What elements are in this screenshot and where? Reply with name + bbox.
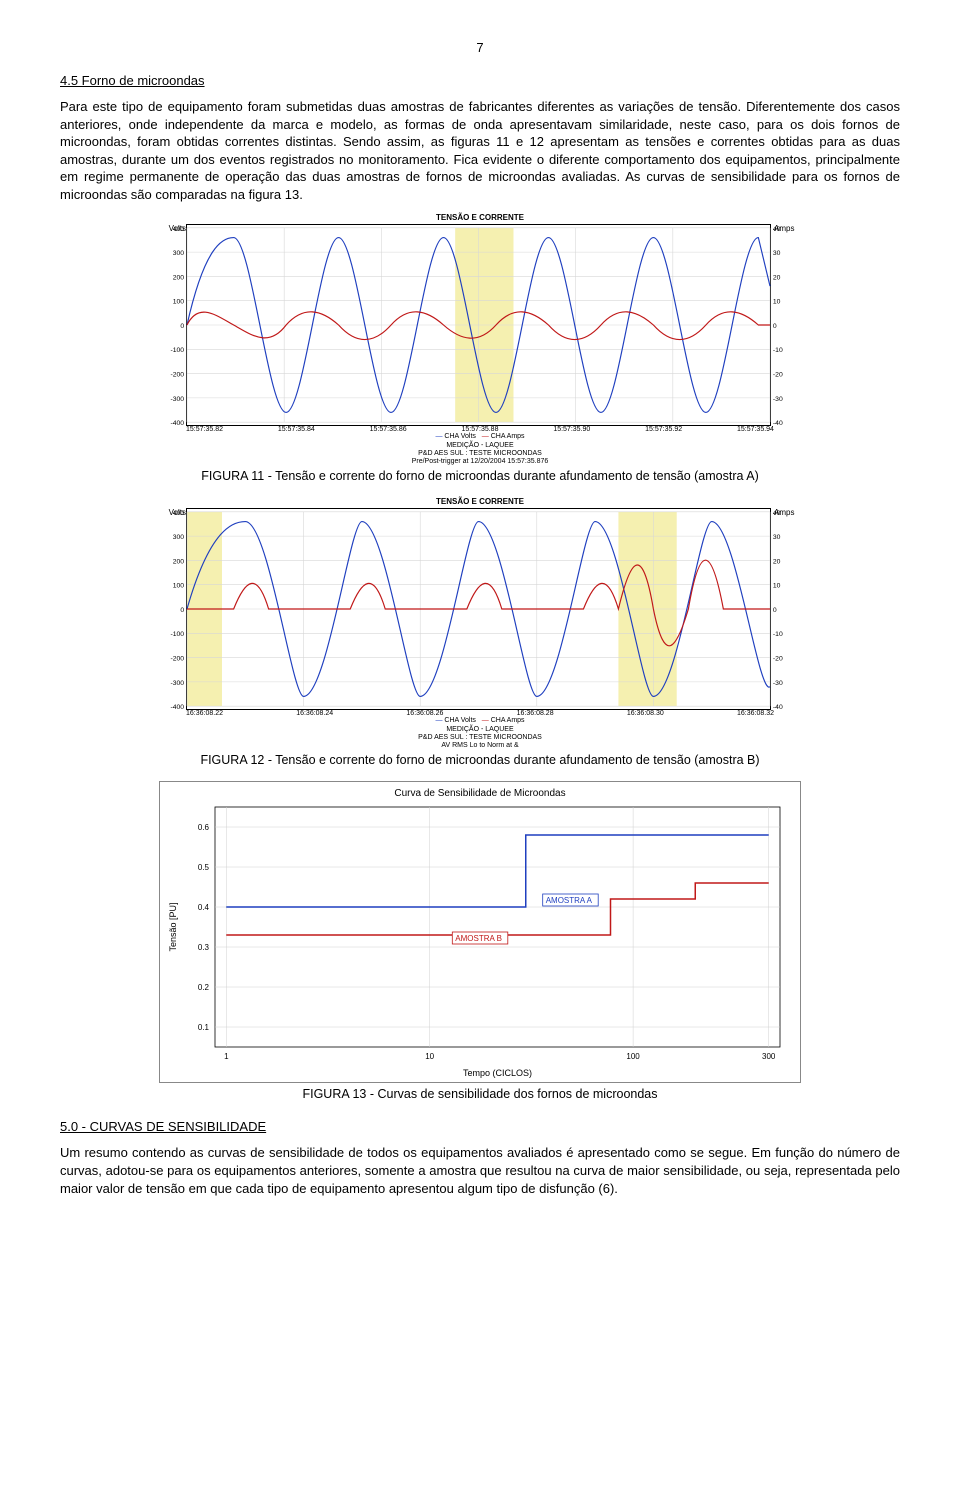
chart-12-footer-3: AV RMS Lo to Norm at & <box>160 742 800 750</box>
chart-11-footer-3: Pre/Post-trigger at 12/20/2004 15:57:35.… <box>160 458 800 466</box>
chart-12-xticks: 16:36:08.2216:36:08.2416:36:08.2616:36:0… <box>160 710 800 717</box>
svg-text:10: 10 <box>425 1052 434 1061</box>
svg-text:300: 300 <box>762 1052 776 1061</box>
chart-11-footer-2: P&D AES SUL : TESTE MICROONDAS <box>160 450 800 458</box>
svg-text:400: 400 <box>173 226 185 233</box>
svg-text:0.5: 0.5 <box>198 863 210 872</box>
svg-text:0: 0 <box>180 607 184 614</box>
paragraph-1: Para este tipo de equipamento foram subm… <box>60 98 900 203</box>
svg-text:40: 40 <box>773 226 781 233</box>
svg-text:-400: -400 <box>170 704 184 711</box>
page-number: 7 <box>60 40 900 55</box>
svg-text:40: 40 <box>773 510 781 517</box>
svg-text:Tensão [PU]: Tensão [PU] <box>168 903 178 952</box>
svg-text:-200: -200 <box>170 372 184 379</box>
chart-12-plot: -400-40-300-30-200-20-100-10001001020020… <box>186 508 771 710</box>
svg-text:30: 30 <box>773 250 781 257</box>
svg-text:100: 100 <box>173 583 185 590</box>
svg-text:0.4: 0.4 <box>198 903 210 912</box>
svg-text:-40: -40 <box>773 704 783 711</box>
chart-13-container: Curva de Sensibilidade de Microondas 0.1 0… <box>159 781 801 1083</box>
svg-text:-20: -20 <box>773 372 783 379</box>
svg-text:0: 0 <box>773 607 777 614</box>
svg-text:-20: -20 <box>773 656 783 663</box>
svg-text:30: 30 <box>773 534 781 541</box>
chart-11-container: TENSÃO E CORRENTE Volts -400-40-300-30-2… <box>160 213 800 465</box>
svg-text:300: 300 <box>173 534 185 541</box>
svg-text:-300: -300 <box>170 396 184 403</box>
svg-text:-30: -30 <box>773 396 783 403</box>
svg-text:Tempo (CICLOS): Tempo (CICLOS) <box>463 1068 532 1078</box>
svg-text:AMOSTRA A: AMOSTRA A <box>546 896 593 905</box>
chart-11-title: TENSÃO E CORRENTE <box>160 213 800 222</box>
svg-text:0: 0 <box>180 323 184 330</box>
svg-text:-40: -40 <box>773 420 783 427</box>
chart-11-footer-1: MEDIÇÃO - LAQUEE <box>160 442 800 450</box>
svg-text:20: 20 <box>773 275 781 282</box>
svg-text:Curva de Sensibilidade de Micr: Curva de Sensibilidade de Microondas <box>394 788 565 799</box>
svg-text:200: 200 <box>173 559 185 566</box>
svg-text:AMOSTRA B: AMOSTRA B <box>455 934 502 943</box>
svg-text:-100: -100 <box>170 347 184 354</box>
paragraph-2: Um resumo contendo as curvas de sensibil… <box>60 1144 900 1197</box>
svg-text:100: 100 <box>173 299 185 306</box>
svg-text:200: 200 <box>173 275 185 282</box>
svg-text:-30: -30 <box>773 680 783 687</box>
caption-11: FIGURA 11 - Tensão e corrente do forno d… <box>60 469 900 483</box>
svg-text:0.1: 0.1 <box>198 1023 210 1032</box>
svg-text:-10: -10 <box>773 632 783 639</box>
caption-13: FIGURA 13 - Curvas de sensibilidade dos … <box>60 1087 900 1101</box>
chart-12-footer-1: MEDIÇÃO - LAQUEE <box>160 726 800 734</box>
chart-12-container: TENSÃO E CORRENTE Volts -400-40-300-30-2… <box>160 497 800 749</box>
svg-text:100: 100 <box>626 1052 640 1061</box>
svg-text:0.6: 0.6 <box>198 823 210 832</box>
svg-text:20: 20 <box>773 559 781 566</box>
svg-text:300: 300 <box>173 250 185 257</box>
chart-11-legend: — CHA Volts — CHA Amps <box>160 433 800 440</box>
svg-text:-400: -400 <box>170 420 184 427</box>
chart-11-footer: MEDIÇÃO - LAQUEE P&D AES SUL : TESTE MIC… <box>160 442 800 465</box>
svg-text:1: 1 <box>224 1052 229 1061</box>
svg-text:0.3: 0.3 <box>198 943 210 952</box>
svg-text:-10: -10 <box>773 347 783 354</box>
chart-11-plot: -400-40-300-30-200-20-100-10001001020020… <box>186 224 771 426</box>
chart-12-footer-2: P&D AES SUL : TESTE MICROONDAS <box>160 734 800 742</box>
heading-5-0: 5.0 - CURVAS DE SENSIBILIDADE <box>60 1119 900 1134</box>
chart-11-xticks: 15:57:35.8215:57:35.8415:57:35.8615:57:3… <box>160 426 800 433</box>
chart-12-title: TENSÃO E CORRENTE <box>160 497 800 506</box>
heading-4-5: 4.5 Forno de microondas <box>60 73 900 88</box>
svg-text:0.2: 0.2 <box>198 983 210 992</box>
svg-text:-100: -100 <box>170 632 184 639</box>
chart-12-footer: MEDIÇÃO - LAQUEE P&D AES SUL : TESTE MIC… <box>160 726 800 749</box>
chart-12-legend: — CHA Volts — CHA Amps <box>160 717 800 724</box>
svg-text:10: 10 <box>773 299 781 306</box>
caption-12: FIGURA 12 - Tensão e corrente do forno d… <box>60 753 900 767</box>
svg-text:0: 0 <box>773 323 777 330</box>
svg-text:400: 400 <box>173 510 185 517</box>
svg-text:-300: -300 <box>170 680 184 687</box>
svg-text:-200: -200 <box>170 656 184 663</box>
svg-text:10: 10 <box>773 583 781 590</box>
